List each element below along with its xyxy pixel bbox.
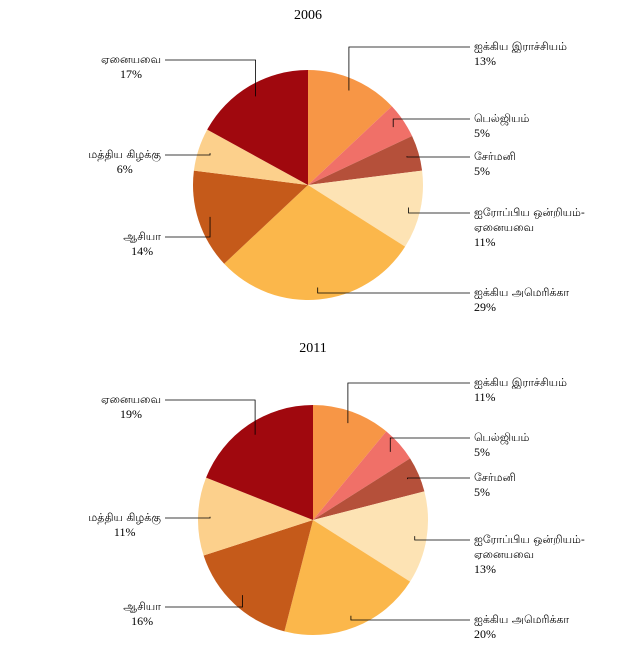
slice-label: ஆசியா 16% <box>123 599 161 629</box>
leader-line <box>347 382 470 424</box>
slice-label: ஐக்கிய அமெரிக்கா 20% <box>474 612 569 642</box>
category-label: ஏனையவை <box>100 393 161 406</box>
leader-line <box>165 399 256 435</box>
slice-label: சேர்மனி 5% <box>474 149 516 179</box>
value-label: 13% <box>474 54 496 68</box>
leader-line <box>165 153 211 156</box>
slice-label: மத்திய கிழக்கு 11% <box>88 510 161 540</box>
value-label: 19% <box>119 407 142 421</box>
leader-line <box>165 216 211 238</box>
category-label: ஐக்கிய அமெரிக்கா <box>474 286 570 299</box>
value-label: 5% <box>474 445 490 459</box>
pie-slice <box>193 129 308 185</box>
value-label: 6% <box>116 162 133 176</box>
leader-line <box>317 287 470 294</box>
category-label: ஐரோப்பிய ஒன்றியம்-ஏனையவை <box>474 206 585 234</box>
leader-line <box>165 516 211 519</box>
category-label: மத்திய கிழக்கு <box>88 511 161 524</box>
leader-line <box>407 477 470 480</box>
value-label: 17% <box>119 67 142 81</box>
value-label: 20% <box>474 627 496 641</box>
slice-label: ஐரோப்பிய ஒன்றியம்-ஏனையவை 13% <box>474 532 604 577</box>
pie-slice <box>313 491 428 582</box>
category-label: சேர்மனி <box>474 150 516 163</box>
leader-line <box>348 46 470 91</box>
value-label: 13% <box>474 562 496 576</box>
leader-line <box>392 118 470 128</box>
slice-label: ஏனையவை 17% <box>101 52 161 82</box>
pie-slice <box>193 170 308 264</box>
category-label: ஆசியா <box>123 600 161 613</box>
value-label: 5% <box>474 485 490 499</box>
pie-slice <box>308 70 392 185</box>
value-label: 11% <box>474 235 496 249</box>
chart-title: 2006 <box>294 8 322 23</box>
value-label: 29% <box>474 300 496 314</box>
value-label: 5% <box>474 164 490 178</box>
slice-label: ஏனையவை 19% <box>101 392 161 422</box>
pie-slice <box>206 405 313 520</box>
leader-line <box>165 59 256 97</box>
pie-slice <box>308 170 423 247</box>
slice-label: ஆசியா 14% <box>123 229 161 259</box>
leader-line <box>414 536 470 541</box>
value-label: 11% <box>474 390 496 404</box>
category-label: ஆசியா <box>123 230 161 243</box>
pie-slice <box>308 136 423 185</box>
category-label: சேர்மனி <box>474 471 516 484</box>
pie-slice <box>198 477 313 556</box>
slice-label: ஐக்கிய இராச்சியம் 13% <box>474 39 567 69</box>
category-label: பெல்ஜியம் <box>474 431 530 444</box>
pie-slice <box>207 70 308 185</box>
pie-slice <box>308 106 413 185</box>
category-label: ஏனையவை <box>100 53 161 66</box>
leader-line <box>408 207 470 214</box>
pie-slice <box>313 458 425 520</box>
category-label: ஐக்கிய இராச்சியம் <box>474 376 567 389</box>
pie-slice <box>313 405 387 520</box>
pie-slice <box>313 431 411 520</box>
leader-line <box>165 595 243 608</box>
pie-slice <box>203 520 313 632</box>
slice-label: மத்திய கிழக்கு 6% <box>88 147 161 177</box>
chart-title: 2011 <box>299 341 327 356</box>
leader-line <box>389 437 470 452</box>
value-label: 16% <box>131 614 154 628</box>
category-label: பெல்ஜியம் <box>474 112 530 125</box>
value-label: 14% <box>131 244 154 258</box>
value-label: 5% <box>474 126 490 140</box>
slice-label: ஐக்கிய அமெரிக்கா 29% <box>474 285 569 315</box>
pie-slice <box>284 520 411 635</box>
pie-slice <box>224 185 406 300</box>
category-label: ஐக்கிய இராச்சியம் <box>474 40 567 53</box>
slice-label: ஐரோப்பிய ஒன்றியம்-ஏனையவை 11% <box>474 205 604 250</box>
slice-label: சேர்மனி 5% <box>474 470 516 500</box>
category-label: மத்திய கிழக்கு <box>88 148 161 161</box>
category-label: ஐரோப்பிய ஒன்றியம்-ஏனையவை <box>474 533 585 561</box>
leader-line <box>406 156 470 158</box>
slice-label: பெல்ஜியம் 5% <box>474 430 529 460</box>
slice-label: ஐக்கிய இராச்சியம் 11% <box>474 375 567 405</box>
category-label: ஐக்கிய அமெரிக்கா <box>474 613 570 626</box>
leader-line <box>350 615 470 621</box>
slice-label: பெல்ஜியம் 5% <box>474 111 529 141</box>
value-label: 11% <box>113 525 136 539</box>
